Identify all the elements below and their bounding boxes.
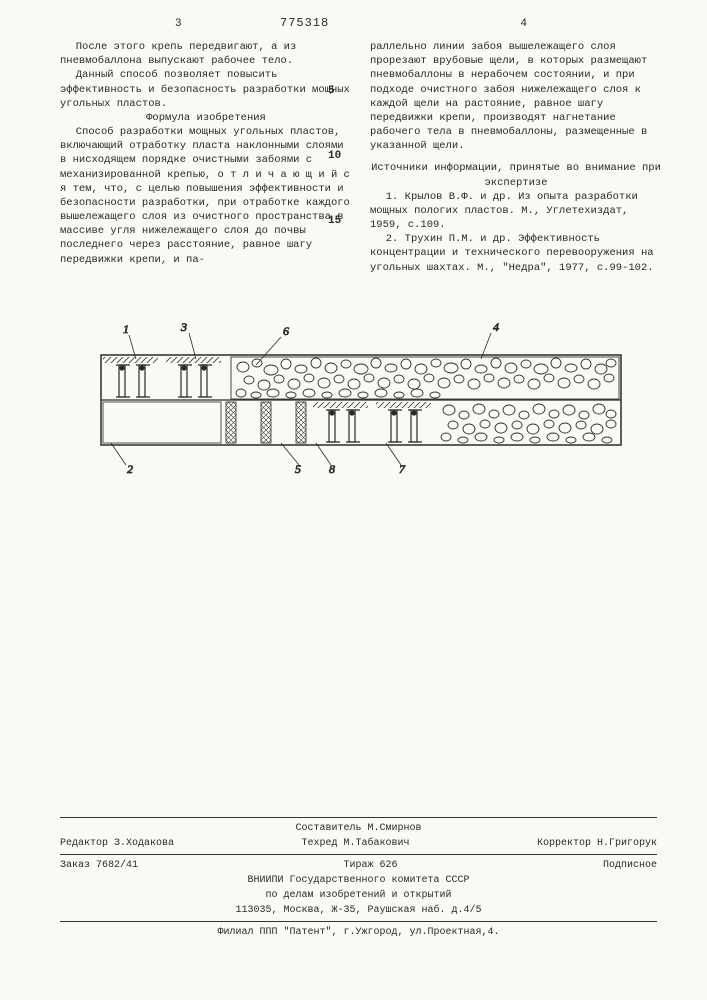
fig-label-6: 6 xyxy=(283,324,289,338)
fig-label-2: 2 xyxy=(127,462,133,475)
paragraph: После этого крепь передвигают, а из пнев… xyxy=(60,40,352,68)
fig-label-8: 8 xyxy=(329,462,335,475)
formula-title: Формула изобретения xyxy=(60,111,352,125)
document-code: 775318 xyxy=(280,16,329,31)
technical-diagram: 1 3 6 4 2 5 8 7 xyxy=(81,315,641,475)
org-line-2: по делам изобретений и открытий xyxy=(60,888,657,903)
paragraph: Данный способ позволяет повысить эффекти… xyxy=(60,68,352,111)
subscription: Подписное xyxy=(603,858,657,873)
branch: Филиал ППП "Патент", г.Ужгород, ул.Проек… xyxy=(60,925,657,940)
fig-label-1: 1 xyxy=(123,322,129,336)
fig-label-3: 3 xyxy=(180,320,187,334)
line-marker-15: 15 xyxy=(328,215,341,229)
text-columns: После этого крепь передвигают, а из пнев… xyxy=(60,40,662,275)
source-item: 2. Трухин П.М. и др. Эффективность конце… xyxy=(370,232,662,275)
tech-editor: Техред М.Табакович xyxy=(301,836,409,851)
fig-label-4: 4 xyxy=(493,320,499,334)
tirage: Тираж 626 xyxy=(343,858,397,873)
line-marker-10: 10 xyxy=(328,150,341,164)
paragraph: Способ разработки мощных угольных пласто… xyxy=(60,125,352,267)
fig-label-7: 7 xyxy=(399,462,406,475)
paragraph: раллельно линии забоя вышележащего слоя … xyxy=(370,40,662,153)
page-number-right: 4 xyxy=(520,18,527,32)
page: 3 775318 4 5 10 15 После этого крепь пер… xyxy=(0,0,707,1000)
corrector: Корректор Н.Григорук xyxy=(537,836,657,851)
address-1: 113035, Москва, Ж-35, Раушская наб. д.4/… xyxy=(60,903,657,918)
editor: Редактор З.Ходакова xyxy=(60,836,174,851)
compiler: Составитель М.Смирнов xyxy=(60,821,657,836)
right-column: раллельно линии забоя вышележащего слоя … xyxy=(370,40,662,275)
sources-title: Источники информации, принятые во вниман… xyxy=(370,161,662,189)
source-item: 1. Крылов В.Ф. и др. Из опыта разработки… xyxy=(370,190,662,233)
diagram-svg: 1 3 6 4 2 5 8 7 xyxy=(81,315,641,475)
order-number: Заказ 7682/41 xyxy=(60,858,138,873)
page-number-left: 3 xyxy=(175,18,182,32)
fig-label-5: 5 xyxy=(295,462,301,475)
org-line-1: ВНИИПИ Государственного комитета СССР xyxy=(60,873,657,888)
left-column: После этого крепь передвигают, а из пнев… xyxy=(60,40,352,275)
line-marker-5: 5 xyxy=(328,85,335,99)
footer: Составитель М.Смирнов Редактор З.Ходаков… xyxy=(60,814,657,940)
